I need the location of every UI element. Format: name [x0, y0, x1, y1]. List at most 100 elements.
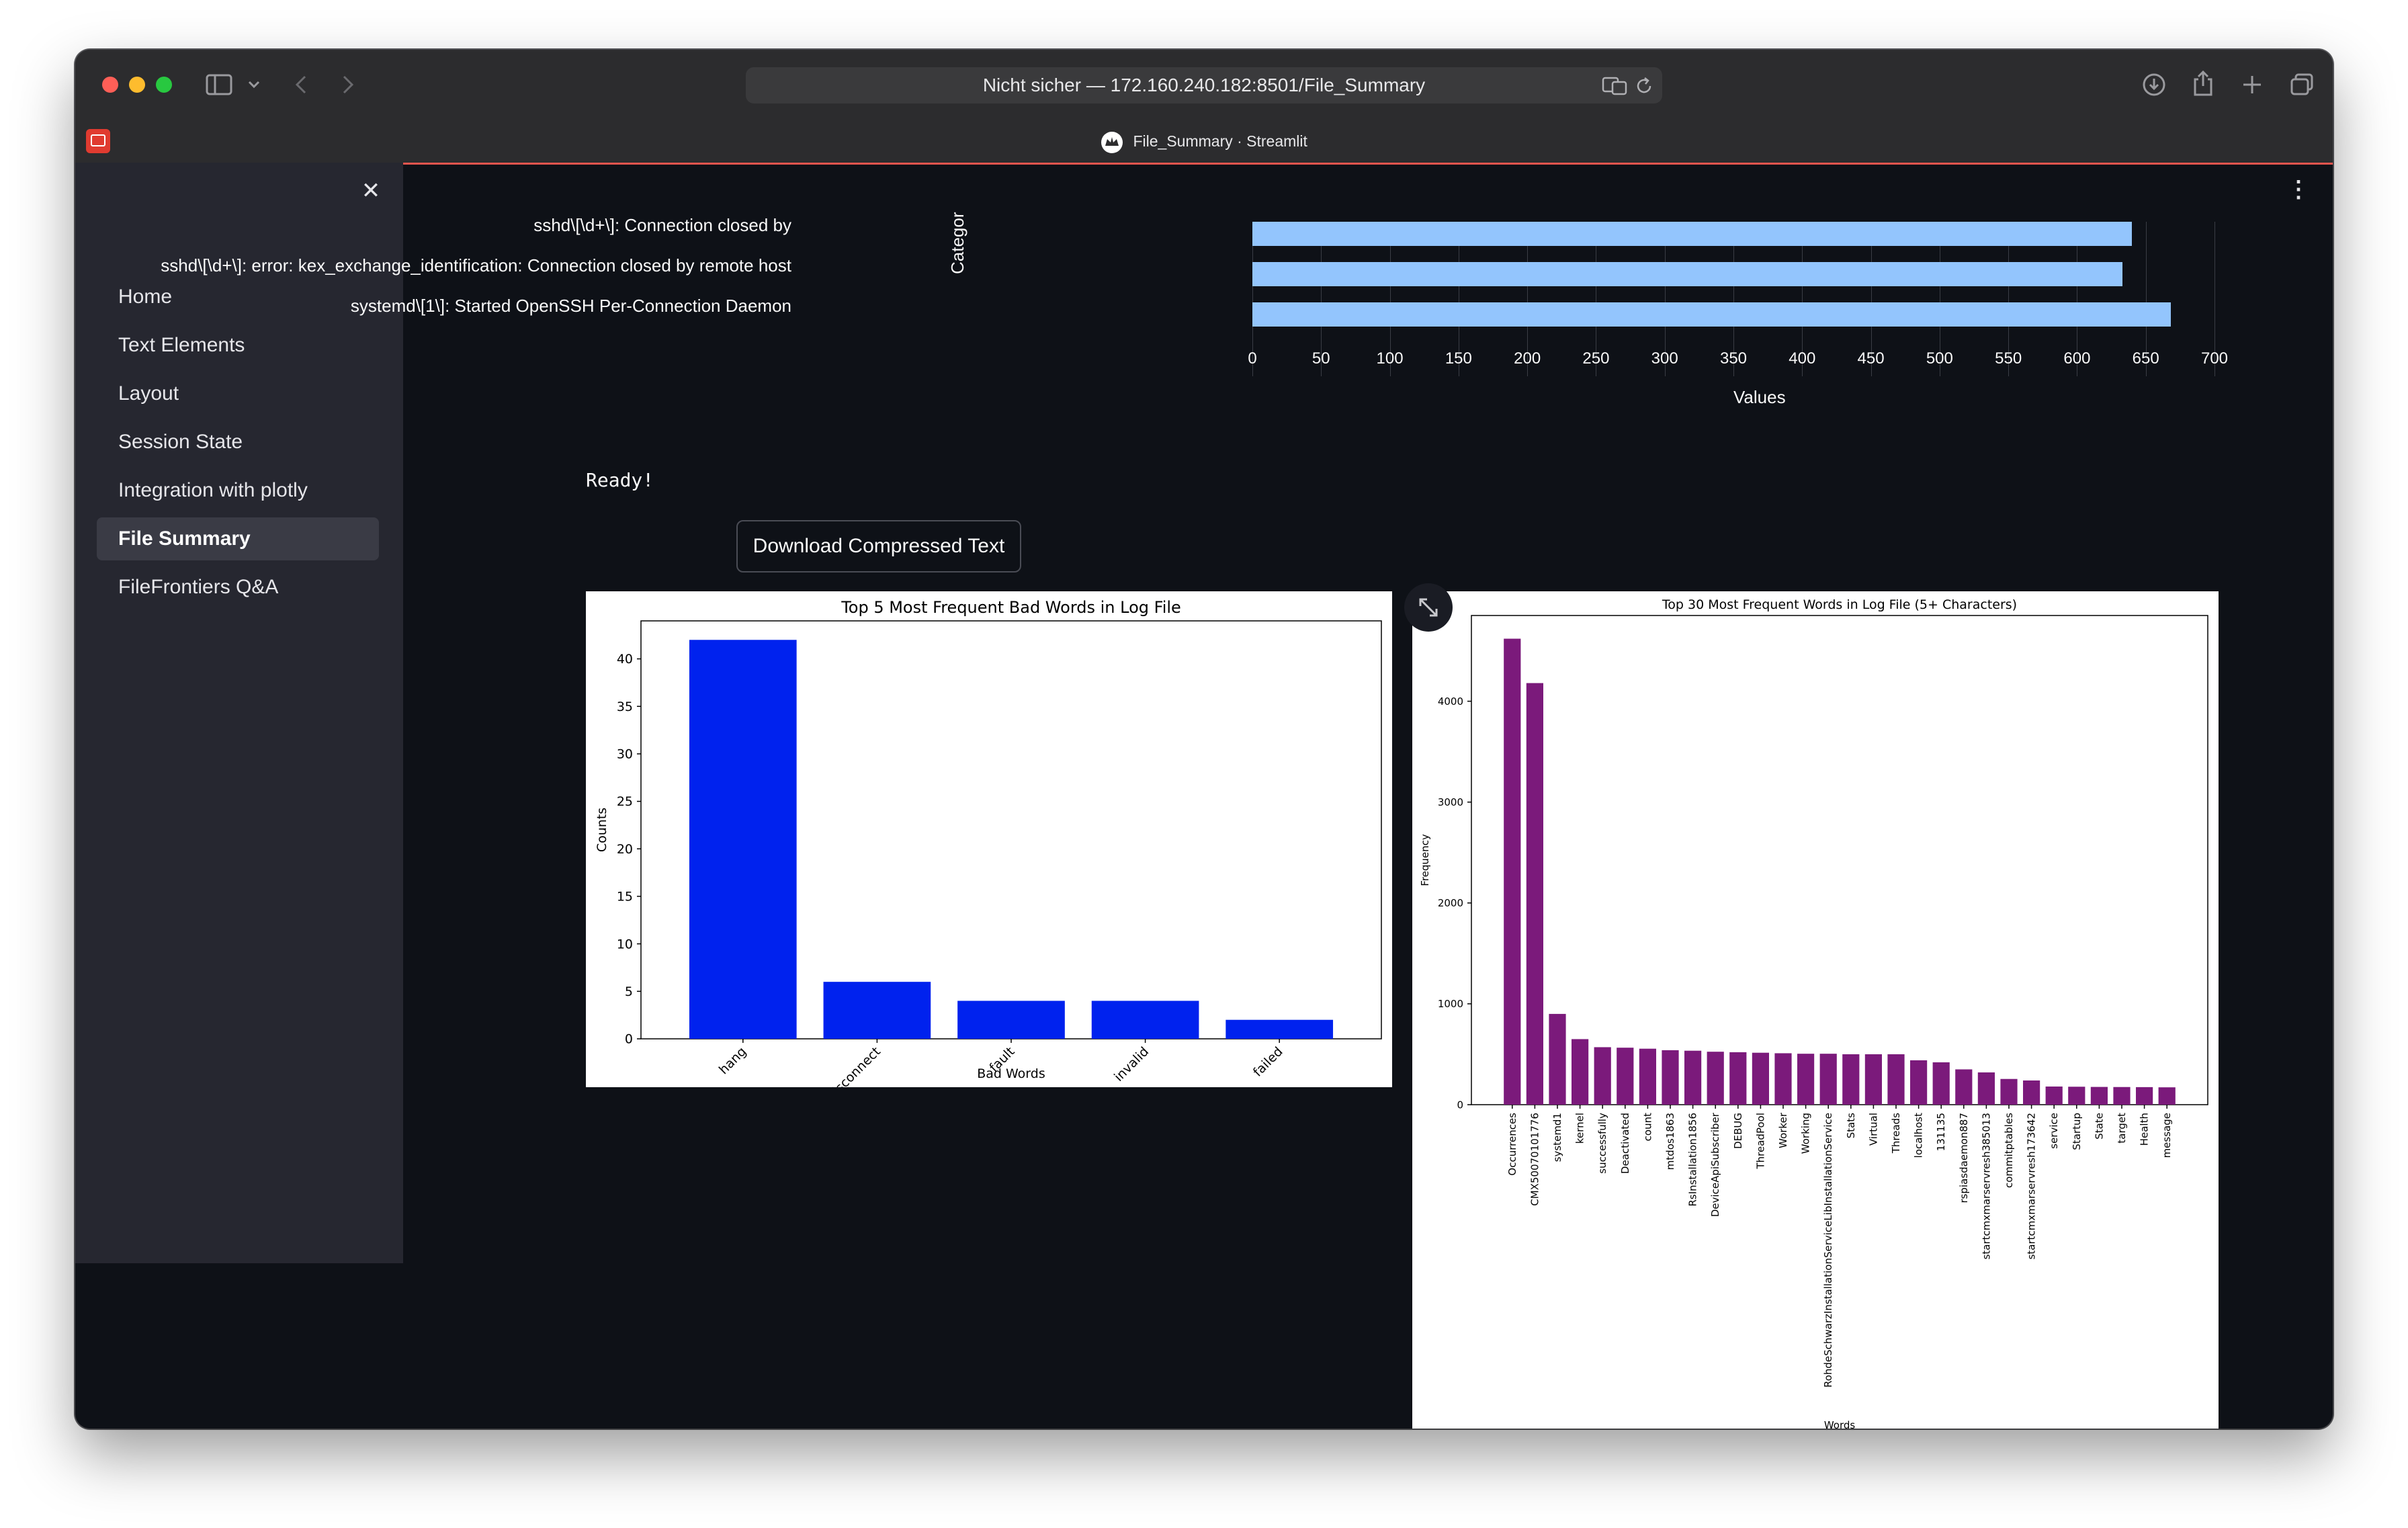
share-icon[interactable] [2192, 70, 2214, 97]
bar[interactable] [2113, 1087, 2131, 1105]
back-icon[interactable] [293, 74, 309, 95]
x-tick-label: Occurrences [1506, 1113, 1518, 1176]
sidebar-item-session-state[interactable]: Session State [118, 431, 243, 453]
bar[interactable] [1819, 1054, 1837, 1105]
sidebar-item-file-summary[interactable]: File Summary [97, 517, 379, 560]
fullscreen-button[interactable] [1404, 583, 1453, 632]
tab-active[interactable]: File_Summary · Streamlit [75, 120, 2333, 163]
x-tick-label: Virtual [1867, 1113, 1879, 1146]
tab-bar: File_Summary · Streamlit [75, 120, 2333, 165]
minimize-window-button[interactable] [129, 77, 145, 93]
bar[interactable] [1774, 1053, 1792, 1105]
bar[interactable] [1887, 1054, 1905, 1105]
x-tick-label: message [2161, 1113, 2173, 1158]
streamlit-logo-icon [1101, 131, 1123, 153]
bar[interactable] [1864, 1054, 1882, 1105]
bar[interactable] [823, 982, 931, 1039]
bad-words-chart-svg: Top 5 Most Frequent Bad Words in Log Fil… [595, 598, 1382, 1087]
x-tick-label: kernel [1574, 1113, 1586, 1144]
close-sidebar-icon[interactable]: ✕ [361, 178, 381, 204]
x-tick-label: disconnect [824, 1044, 884, 1087]
bar[interactable] [1977, 1072, 1995, 1105]
new-tab-icon[interactable] [2241, 74, 2263, 95]
sidebar-item-text-elements[interactable]: Text Elements [118, 334, 245, 356]
bar[interactable] [689, 640, 797, 1039]
bar[interactable] [1504, 638, 1521, 1105]
x-tick-label: startcmxmarservresh385013 [1980, 1113, 1992, 1259]
browser-window: Nicht sicher — 172.160.240.182:8501/File… [75, 50, 2333, 1429]
x-tick-label: RohdeSchwarzInstallationServiceLibInstal… [1822, 1113, 1834, 1388]
y-tick-label: 0 [1457, 1099, 1463, 1111]
sidebar-item-layout[interactable]: Layout [118, 382, 179, 405]
bar[interactable] [1842, 1054, 1860, 1105]
bar[interactable] [1549, 1013, 1566, 1105]
plot-frame [1471, 615, 2208, 1105]
hbar-bar[interactable] [1252, 262, 2122, 286]
y-tick-label: 20 [617, 842, 633, 857]
x-tick-label: target [2116, 1113, 2128, 1144]
download-compressed-text-button[interactable]: Download Compressed Text [736, 520, 1021, 572]
x-tick-label: failed [1250, 1044, 1286, 1080]
x-tick-label: Worker [1777, 1112, 1789, 1148]
url-security-label: Nicht sicher — [982, 75, 1105, 95]
reload-icon[interactable] [1635, 77, 1654, 95]
hbar-bar[interactable] [1252, 302, 2171, 327]
x-tick-label: State [2093, 1113, 2105, 1140]
bar[interactable] [2068, 1087, 2086, 1105]
x-tick-label: systemd1 [1551, 1113, 1563, 1162]
bar[interactable] [1729, 1052, 1747, 1105]
sidebar-item-integration-plotly[interactable]: Integration with plotly [118, 479, 308, 501]
x-tick-label: successfully [1596, 1113, 1608, 1174]
bar[interactable] [957, 1001, 1065, 1039]
bar[interactable] [1707, 1052, 1724, 1105]
close-window-button[interactable] [102, 77, 118, 93]
y-tick-label: 35 [617, 699, 633, 714]
hbar-category-label: sshd\[\d+\]: error: kex_exchange_identif… [161, 255, 791, 275]
bar[interactable] [1526, 683, 1543, 1105]
bar[interactable] [2090, 1087, 2108, 1105]
y-tick-label: 3000 [1438, 796, 1463, 808]
bar[interactable] [1910, 1060, 1928, 1105]
chevron-down-icon[interactable] [247, 79, 261, 90]
bar[interactable] [1684, 1050, 1702, 1105]
forward-icon[interactable] [340, 74, 356, 95]
translate-icon[interactable] [1602, 75, 1629, 95]
sidebar-toggle-icon[interactable] [206, 74, 232, 95]
y-tick-label: 0 [625, 1032, 633, 1047]
hbar-gridline [1733, 222, 1734, 376]
hbar-y-axis-label: Categor [947, 212, 968, 275]
tab-overview-icon[interactable] [2290, 73, 2314, 97]
sidebar-item-filefrontiers-qa[interactable]: FileFrontiers Q&A [118, 576, 279, 598]
address-bar[interactable]: Nicht sicher — 172.160.240.182:8501/File… [746, 67, 1662, 103]
bar[interactable] [1091, 1001, 1199, 1039]
hbar-category-label: sshd\[\d+\]: Connection closed by [533, 215, 791, 235]
hbar-gridline [2214, 222, 2215, 376]
hbar-bar[interactable] [1252, 222, 2133, 246]
chart-title: Top 5 Most Frequent Bad Words in Log Fil… [841, 598, 1181, 617]
maximize-window-button[interactable] [156, 77, 172, 93]
hbar-x-tick-label: 500 [1926, 349, 1953, 368]
bar[interactable] [1226, 1019, 1334, 1039]
pinned-tab-favicon-icon[interactable] [86, 129, 110, 153]
bar[interactable] [2000, 1078, 2018, 1105]
hbar-gridline [1802, 222, 1803, 376]
download-icon[interactable] [2142, 73, 2166, 97]
bar[interactable] [1955, 1069, 1973, 1105]
bar[interactable] [2023, 1080, 2040, 1105]
sidebar-item-home[interactable]: Home [118, 286, 173, 308]
x-tick-label: count [1641, 1113, 1653, 1141]
bar[interactable] [2045, 1086, 2063, 1105]
x-tick-label: 131135 [1935, 1113, 1947, 1151]
x-tick-label: DEBUG [1732, 1113, 1744, 1149]
bar[interactable] [1639, 1048, 1656, 1105]
bar[interactable] [2136, 1087, 2153, 1105]
main-menu-icon[interactable]: ⋮ [2287, 177, 2310, 202]
bar[interactable] [1752, 1052, 1769, 1105]
bar[interactable] [1594, 1047, 1611, 1105]
bar[interactable] [1617, 1048, 1634, 1105]
bar[interactable] [1797, 1054, 1815, 1105]
bar[interactable] [1932, 1062, 1950, 1105]
bar[interactable] [2158, 1087, 2176, 1105]
bar[interactable] [1572, 1039, 1589, 1105]
bar[interactable] [1662, 1050, 1679, 1105]
